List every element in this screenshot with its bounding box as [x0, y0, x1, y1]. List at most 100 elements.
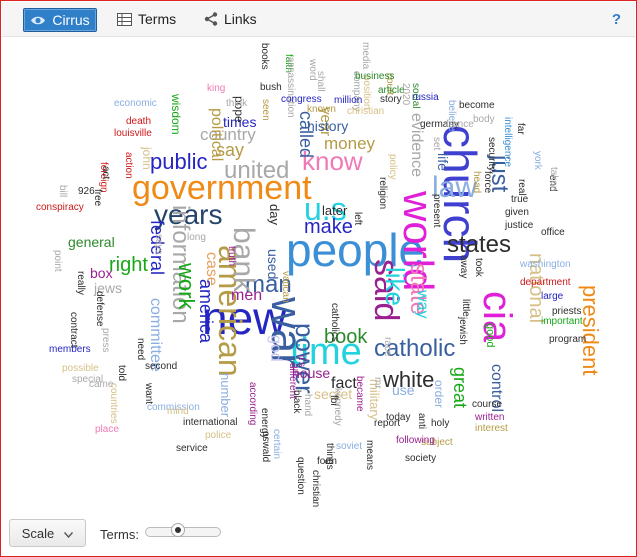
- cloud-word[interactable]: present: [431, 194, 442, 228]
- cloud-word[interactable]: office: [541, 227, 565, 238]
- cloud-word[interactable]: written: [475, 412, 505, 423]
- cloud-word[interactable]: body: [473, 114, 495, 125]
- cloud-word[interactable]: 926: [78, 186, 95, 197]
- terms-slider[interactable]: [145, 523, 221, 537]
- cloud-word[interactable]: times: [223, 114, 257, 130]
- cloud-word[interactable]: free: [92, 189, 103, 207]
- cloud-word[interactable]: god: [267, 335, 284, 362]
- cloud-word[interactable]: race: [382, 337, 393, 357]
- cloud-word[interactable]: man: [245, 271, 292, 298]
- cloud-word[interactable]: priests: [552, 306, 582, 317]
- cloud-word[interactable]: public: [150, 149, 208, 174]
- cloud-word[interactable]: things: [324, 443, 335, 470]
- cloud-word[interactable]: country: [200, 125, 256, 144]
- cloud-word[interactable]: program: [549, 334, 587, 345]
- cloud-word[interactable]: soviet: [336, 441, 363, 452]
- cloud-word[interactable]: russia: [412, 92, 439, 103]
- cloud-word[interactable]: security: [486, 137, 497, 172]
- cloud-word[interactable]: large: [541, 291, 564, 302]
- cloud-word[interactable]: form: [317, 456, 337, 467]
- cloud-word[interactable]: assassination: [285, 57, 296, 118]
- cloud-word[interactable]: books: [259, 43, 270, 70]
- cloud-word[interactable]: holy: [431, 418, 450, 429]
- cloud-word[interactable]: intelligence: [502, 117, 513, 168]
- cloud-word[interactable]: right: [109, 254, 148, 276]
- cloud-word[interactable]: question: [295, 457, 306, 495]
- cloud-word[interactable]: told: [116, 365, 127, 382]
- cloud-word[interactable]: according: [247, 382, 258, 426]
- cloud-word[interactable]: secret: [314, 386, 353, 402]
- cloud-word[interactable]: became: [354, 376, 365, 412]
- cloud-word[interactable]: fbi: [328, 395, 339, 406]
- cloud-word[interactable]: police: [205, 430, 232, 441]
- cloud-word[interactable]: later: [322, 203, 348, 218]
- cloud-word[interactable]: business: [355, 71, 395, 82]
- cloud-word[interactable]: political: [208, 108, 225, 162]
- help-icon[interactable]: ?: [611, 11, 621, 28]
- cloud-word[interactable]: members: [49, 344, 91, 355]
- cloud-word[interactable]: united: [224, 157, 290, 184]
- cloud-word[interactable]: house: [292, 365, 331, 381]
- cloud-word[interactable]: following: [396, 435, 435, 446]
- cloud-word[interactable]: left: [352, 212, 363, 226]
- cloud-word[interactable]: people: [286, 224, 425, 276]
- cloud-word[interactable]: million: [334, 95, 363, 106]
- cloud-word[interactable]: seen: [260, 99, 271, 121]
- cloud-word[interactable]: congress: [281, 94, 322, 105]
- cloud-word[interactable]: special: [72, 374, 104, 385]
- cloud-word[interactable]: act: [100, 166, 111, 180]
- cloud-word[interactable]: force: [482, 171, 493, 194]
- cloud-word[interactable]: point: [52, 250, 63, 272]
- cloud-word[interactable]: today: [386, 412, 411, 423]
- cloud-word[interactable]: become: [459, 100, 495, 111]
- cloud-word[interactable]: christian: [347, 106, 385, 117]
- cloud-word[interactable]: away: [458, 255, 469, 279]
- cloud-word[interactable]: black: [291, 390, 302, 414]
- cloud-word[interactable]: action: [123, 152, 134, 179]
- cloud-word[interactable]: head: [471, 171, 482, 194]
- cloud-word[interactable]: book: [324, 326, 368, 348]
- cloud-word[interactable]: jews: [94, 280, 123, 296]
- terms-slider-handle[interactable]: [171, 523, 185, 537]
- cloud-word[interactable]: day: [267, 204, 282, 225]
- cloud-word[interactable]: america: [196, 279, 216, 344]
- cloud-word[interactable]: men: [231, 287, 263, 304]
- cloud-word[interactable]: washington: [520, 259, 571, 270]
- cloud-word[interactable]: long: [187, 232, 206, 243]
- cloud-word[interactable]: religion: [377, 177, 388, 210]
- cloud-word[interactable]: certain: [271, 429, 282, 460]
- cloud-word[interactable]: want: [143, 383, 154, 405]
- cloud-word[interactable]: u.s: [304, 191, 347, 227]
- cloud-word[interactable]: catholic: [374, 335, 456, 362]
- cloud-word[interactable]: conspiracy: [36, 202, 84, 213]
- cloud-word[interactable]: little: [460, 299, 471, 317]
- cloud-word[interactable]: report: [374, 418, 401, 429]
- cloud-word[interactable]: bill: [57, 185, 68, 198]
- cloud-word[interactable]: justice: [505, 220, 534, 231]
- cloud-word[interactable]: far: [515, 123, 526, 135]
- cloud-word[interactable]: france: [446, 119, 474, 130]
- cloud-word[interactable]: say: [216, 140, 245, 160]
- cloud-word[interactable]: second: [145, 361, 178, 372]
- cloud-word[interactable]: history: [307, 118, 349, 134]
- cloud-word[interactable]: known: [307, 104, 336, 115]
- cloud-word[interactable]: department: [520, 277, 571, 288]
- cloud-word[interactable]: anti: [416, 413, 427, 430]
- cloud-word[interactable]: money: [324, 134, 376, 153]
- cloud-word[interactable]: new: [202, 292, 287, 344]
- cloud-word[interactable]: subject: [421, 437, 453, 448]
- cloud-word[interactable]: truth: [226, 246, 237, 267]
- cloud-word[interactable]: economic: [114, 98, 157, 109]
- cloud-word[interactable]: given: [505, 207, 529, 218]
- cloud-word[interactable]: bush: [260, 82, 282, 93]
- cloud-word[interactable]: great: [450, 367, 470, 409]
- cloud-word[interactable]: law: [432, 171, 478, 204]
- cloud-word[interactable]: christianity: [310, 470, 321, 507]
- cloud-word[interactable]: interest: [475, 423, 508, 434]
- cloud-word[interactable]: came: [89, 379, 114, 390]
- cloud-word[interactable]: way: [414, 290, 431, 319]
- cloud-word[interactable]: took: [473, 258, 484, 277]
- cloud-word[interactable]: defense: [94, 291, 105, 327]
- cloud-word[interactable]: kennedy: [332, 388, 343, 426]
- cloud-word[interactable]: king: [207, 83, 226, 94]
